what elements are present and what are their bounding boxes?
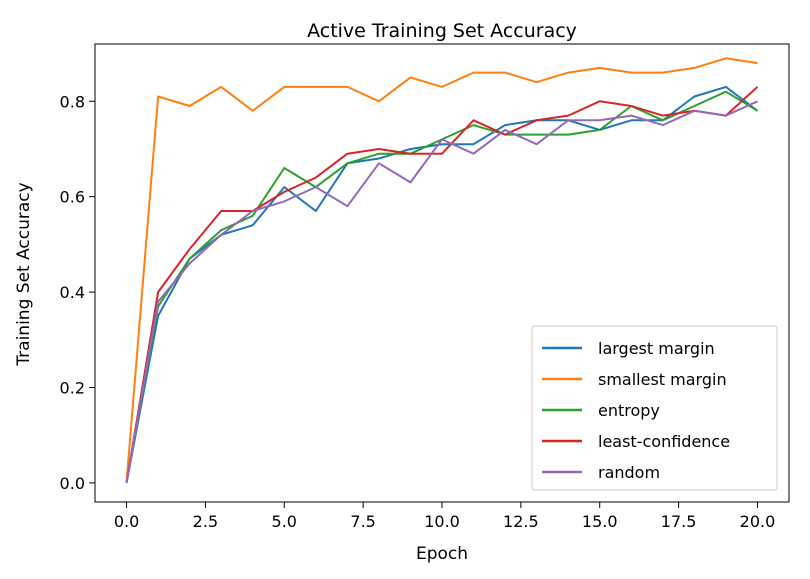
series-line-random [125, 100, 758, 484]
legend-entry-label: smallest margin [598, 370, 727, 389]
x-tick-label: 12.5 [503, 512, 539, 531]
legend-entry-label: least-confidence [598, 432, 730, 451]
chart-title: Active Training Set Accuracy [307, 20, 577, 42]
legend: largest margin smallest margin entropy leas… [531, 325, 778, 491]
series-line-largest-margin [125, 85, 759, 484]
legend-entry-label: random [598, 463, 660, 482]
x-tick-label: 2.5 [193, 512, 218, 531]
x-tick-label: 20.0 [740, 512, 776, 531]
series-lines [125, 57, 759, 484]
series-line-smallest-margin [125, 57, 758, 483]
x-tick-label: 10.0 [424, 512, 460, 531]
series-line-least-confidence [125, 86, 759, 484]
x-tick-label: 5.0 [272, 512, 297, 531]
x-axis-ticks: 0.0 2.5 5.0 7.5 10.0 12.5 15.0 17.5 20.0 [114, 502, 775, 531]
y-tick-label: 0.0 [60, 474, 85, 493]
y-axis-ticks: 0.0 0.2 0.4 0.6 0.8 [60, 92, 95, 493]
y-axis-label: Training Set Accuracy [14, 182, 34, 366]
legend-entry-label: entropy [598, 401, 660, 420]
x-tick-label: 17.5 [661, 512, 697, 531]
legend-entry-label: largest margin [598, 339, 715, 358]
legend-box [531, 325, 778, 491]
y-tick-label: 0.2 [60, 379, 85, 398]
x-axis-label: Epoch [416, 544, 468, 564]
x-tick-label: 0.0 [114, 512, 139, 531]
x-tick-label: 15.0 [582, 512, 618, 531]
y-tick-label: 0.4 [60, 283, 85, 302]
y-tick-label: 0.8 [60, 92, 85, 111]
x-tick-label: 7.5 [350, 512, 375, 531]
y-tick-label: 0.6 [60, 188, 85, 207]
